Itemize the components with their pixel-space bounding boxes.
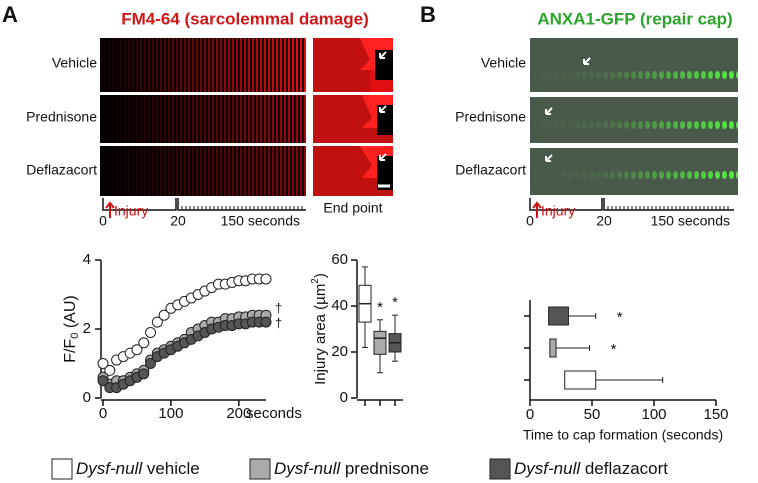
x-tick-label: 0 bbox=[526, 406, 534, 423]
y-tick-label: 0 bbox=[340, 389, 348, 406]
legend-label: Dysf-null vehicle bbox=[76, 459, 200, 478]
annotation: † bbox=[275, 301, 282, 316]
y-tick-label: 2 bbox=[83, 320, 91, 337]
timeline-label: 0 bbox=[99, 213, 107, 229]
label-part: F/F bbox=[62, 339, 79, 363]
data-point bbox=[104, 364, 116, 376]
annotation: * bbox=[617, 309, 623, 326]
row-label: Deflazacort bbox=[26, 162, 97, 178]
annotation: * bbox=[611, 341, 617, 358]
data-point bbox=[131, 344, 143, 356]
timeline-label: Injury bbox=[114, 203, 148, 219]
legend-swatch bbox=[489, 458, 511, 480]
timeline-label: 150 seconds bbox=[221, 213, 300, 229]
x-tick-label: 150 bbox=[703, 406, 728, 423]
panel-title: FM4-64 (sarcolemmal damage) bbox=[121, 9, 369, 28]
label-part: 0 bbox=[69, 333, 81, 339]
timeline-label: 20 bbox=[596, 213, 612, 229]
x-tick-label: 0 bbox=[99, 405, 107, 422]
box bbox=[548, 306, 569, 326]
y-tick-label: 60 bbox=[331, 251, 348, 268]
data-point bbox=[145, 358, 157, 369]
y-tick-label: 0 bbox=[83, 389, 91, 406]
x-axis-label: seconds bbox=[246, 405, 302, 422]
y-axis-label: Injury area (µm2) bbox=[310, 273, 329, 385]
box bbox=[549, 338, 557, 358]
data-point bbox=[158, 309, 170, 321]
data-point bbox=[260, 316, 272, 328]
x-tick-label: 100 bbox=[641, 406, 666, 423]
timeline-label: Injury bbox=[541, 203, 575, 219]
panel-label: A bbox=[2, 2, 18, 27]
legend-swatch bbox=[51, 458, 73, 480]
label-part: Injury area (µm bbox=[312, 284, 329, 385]
row-label: Prednisone bbox=[26, 109, 97, 125]
timeline-label: 20 bbox=[170, 213, 186, 229]
panel-b-images bbox=[529, 38, 738, 218]
y-axis-label: F/F0 (AU) bbox=[62, 295, 81, 362]
timeline-label: 0 bbox=[526, 213, 534, 229]
legend-swatch bbox=[249, 458, 271, 480]
row-label: Vehicle bbox=[481, 55, 526, 71]
data-point bbox=[97, 358, 109, 369]
legend-label: Dysf-null deflazacort bbox=[514, 459, 668, 478]
row-label: Prednisone bbox=[455, 109, 526, 125]
x-tick-label: 200 bbox=[226, 405, 251, 422]
row-label: Deflazacort bbox=[455, 162, 526, 178]
y-tick-label: 4 bbox=[83, 251, 91, 268]
data-point bbox=[260, 273, 272, 285]
legend-label: Dysf-null prednisone bbox=[274, 459, 429, 478]
label-part: 2 bbox=[310, 278, 321, 284]
x-axis-label: Time to cap formation (seconds) bbox=[523, 427, 723, 443]
y-tick-label: 40 bbox=[331, 297, 348, 314]
data-point bbox=[97, 375, 109, 387]
box bbox=[564, 370, 597, 390]
timeline-label: End point bbox=[323, 200, 382, 216]
panel-label: B bbox=[420, 2, 436, 27]
panel-title: ANXA1-GFP (repair cap) bbox=[537, 9, 732, 28]
label-part: (AU) bbox=[62, 295, 79, 332]
data-point bbox=[151, 316, 163, 328]
data-point bbox=[138, 368, 150, 380]
row-label: Vehicle bbox=[52, 55, 97, 71]
annotation: † bbox=[275, 316, 282, 331]
x-tick-label: 100 bbox=[158, 405, 183, 422]
label-part: ) bbox=[312, 273, 329, 278]
data-point bbox=[138, 337, 150, 349]
annotation: * bbox=[377, 299, 383, 316]
annotation: * bbox=[392, 294, 398, 311]
timeline-label: 150 seconds bbox=[651, 213, 730, 229]
data-point bbox=[145, 326, 157, 338]
box bbox=[373, 330, 387, 355]
y-tick-label: 20 bbox=[331, 343, 348, 360]
panel-a-images bbox=[100, 38, 393, 218]
x-tick-label: 50 bbox=[584, 406, 601, 423]
